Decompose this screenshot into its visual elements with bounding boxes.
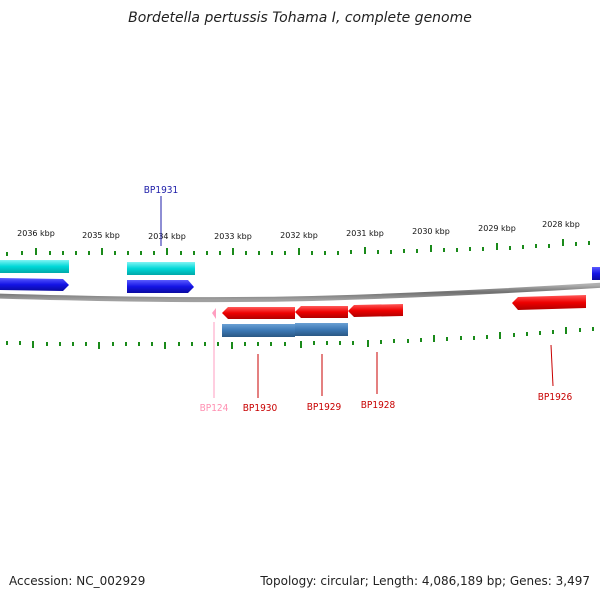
genome-title: Bordetella pertussis Tohama I, complete … (128, 10, 472, 26)
gene-label-bp1929[interactable]: BP1929 (307, 402, 342, 413)
gene-label-bp1928[interactable]: BP1928 (361, 400, 396, 411)
gene-label-bp1930[interactable]: BP1930 (243, 403, 278, 414)
genome-summary-text: Topology: circular; Length: 4,086,189 bp… (260, 574, 590, 588)
gene-steelblue-1[interactable] (222, 324, 295, 337)
scale-label-2035: 2035 kbp (82, 231, 120, 240)
gene-blue-bp1931[interactable] (127, 280, 194, 293)
gene-pink-bp124[interactable] (212, 308, 216, 319)
gene-blue-edge[interactable] (592, 267, 600, 280)
gene-red-bp1930[interactable] (222, 307, 295, 319)
gene-labels[interactable]: BP1931 BP1930 BP1929 BP1928 BP1926 BP124 (144, 185, 573, 414)
gene-red-bp1926[interactable] (512, 295, 586, 310)
scale-label-2028: 2028 kbp (542, 220, 580, 229)
reverse-features[interactable] (212, 295, 586, 337)
scale-label-2036: 2036 kbp (17, 229, 55, 238)
gene-red-bp1928[interactable] (348, 304, 403, 317)
scale-label-2030: 2030 kbp (412, 227, 450, 236)
gene-cyan-1[interactable] (0, 260, 69, 273)
gene-blue-1[interactable] (0, 278, 69, 291)
gene-label-bp124[interactable]: BP124 (200, 403, 229, 414)
scale-labels: 2036 kbp 2035 kbp 2034 kbp 2033 kbp 2032… (17, 220, 580, 241)
scale-label-2029: 2029 kbp (478, 224, 516, 233)
gene-steelblue-2[interactable] (295, 323, 348, 336)
scale-ticks-upper (6, 239, 590, 256)
scale-label-2032: 2032 kbp (280, 231, 318, 240)
scale-label-2031: 2031 kbp (346, 229, 384, 238)
label-connectors (160, 196, 554, 398)
scale-label-2033: 2033 kbp (214, 232, 252, 241)
gene-cyan-2[interactable] (127, 262, 195, 275)
genome-backbone (0, 282, 600, 303)
forward-features[interactable] (0, 260, 600, 293)
gene-label-bp1931[interactable]: BP1931 (144, 185, 179, 196)
gene-red-bp1929[interactable] (295, 306, 348, 318)
scale-ticks-lower (6, 327, 594, 349)
accession-text: Accession: NC_002929 (9, 574, 146, 588)
scale-label-2034: 2034 kbp (148, 232, 186, 241)
gene-label-bp1926[interactable]: BP1926 (538, 392, 573, 403)
